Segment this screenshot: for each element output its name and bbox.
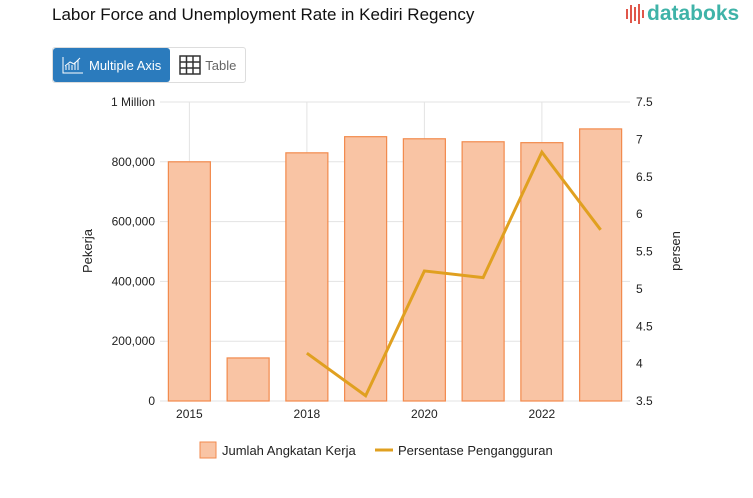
y-left-tick: 400,000 xyxy=(112,274,156,288)
y-right-tick: 6.5 xyxy=(636,170,653,184)
bar xyxy=(579,128,623,402)
tab-multiple-axis[interactable]: Multiple Axis xyxy=(53,48,171,82)
line-series xyxy=(305,149,602,399)
tab-label: Table xyxy=(205,57,237,73)
bar xyxy=(226,357,270,402)
y-left-tick: 800,000 xyxy=(112,155,156,169)
y-left-tick: 0 xyxy=(148,394,155,408)
tab-label: Multiple Axis xyxy=(89,57,162,73)
y-right-tick: 4.5 xyxy=(636,319,653,333)
y-left-tick: 200,000 xyxy=(112,334,156,348)
legend-line-label: Persentase Pengangguran xyxy=(398,443,553,458)
tab-table[interactable]: Table xyxy=(170,48,245,82)
y-right-tick: 3.5 xyxy=(636,394,653,408)
y-right-tick: 6 xyxy=(636,207,643,221)
y-left-tick: 600,000 xyxy=(112,215,156,229)
logo-icon xyxy=(626,4,644,24)
x-tick: 2020 xyxy=(411,407,438,421)
y-right-tick: 4 xyxy=(636,357,643,371)
logo-text: databoks xyxy=(647,2,740,25)
bar xyxy=(461,141,505,402)
y-right-tick: 7.5 xyxy=(636,95,653,109)
bar xyxy=(344,136,388,402)
chart-title: Labor Force and Unemployment Rate in Ked… xyxy=(52,5,475,24)
databoks-logo: databoks xyxy=(626,2,739,26)
y-right-tick: 5 xyxy=(636,282,643,296)
legend-bar-swatch xyxy=(199,441,217,459)
bar xyxy=(520,142,564,402)
x-tick: 2018 xyxy=(294,407,321,421)
table-icon xyxy=(179,55,201,75)
y-right-tick: 5.5 xyxy=(636,245,653,259)
legend-bar-label: Jumlah Angkatan Kerja xyxy=(222,443,356,458)
x-tick: 2022 xyxy=(529,407,556,421)
bar xyxy=(285,152,329,402)
y-left-tick: 1 Million xyxy=(111,95,155,109)
y-left-label: Pekerja xyxy=(80,228,95,273)
y-right-tick: 7 xyxy=(636,132,643,146)
x-tick: 2015 xyxy=(176,407,203,421)
chart-icon xyxy=(62,57,83,74)
view-tabs: Multiple Axis Table xyxy=(52,47,247,83)
y-right-label: persen xyxy=(668,231,683,271)
bar xyxy=(167,161,211,402)
